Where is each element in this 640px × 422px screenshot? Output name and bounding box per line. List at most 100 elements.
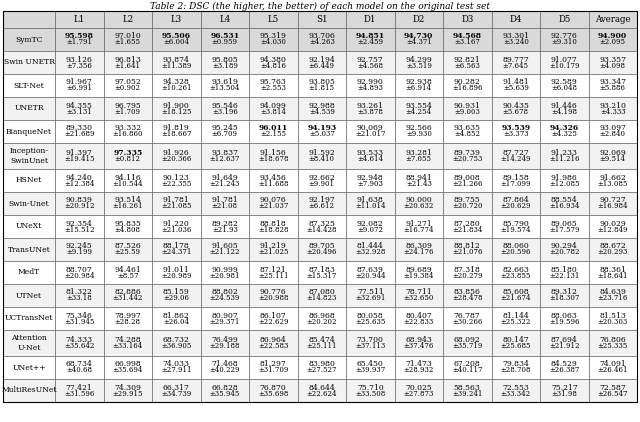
Text: ±20.596: ±20.596	[500, 249, 531, 257]
Text: 88.707: 88.707	[66, 265, 93, 273]
Text: ±4.539: ±4.539	[309, 108, 335, 116]
Bar	[540, 169, 589, 192]
Text: Attention
U-Net: Attention U-Net	[11, 334, 47, 352]
Bar	[540, 51, 589, 74]
Bar	[298, 215, 346, 238]
Text: ±14.428: ±14.428	[307, 225, 337, 233]
Text: 95.319: 95.319	[260, 32, 287, 41]
Bar	[55, 11, 104, 28]
Text: 91.481: 91.481	[502, 78, 529, 87]
Text: ±28.708: ±28.708	[500, 366, 531, 374]
Text: 93.514: 93.514	[115, 197, 141, 205]
Text: 74.333: 74.333	[66, 336, 93, 344]
Text: ±14.823: ±14.823	[307, 295, 337, 303]
Text: 91.781: 91.781	[211, 197, 238, 205]
Text: ±22.131: ±22.131	[549, 271, 579, 279]
Bar	[200, 120, 249, 143]
Text: ±4.263: ±4.263	[309, 38, 335, 46]
Text: ±3.373: ±3.373	[503, 130, 529, 138]
Text: 93.097: 93.097	[599, 124, 626, 133]
Text: 95.546: 95.546	[211, 102, 238, 109]
Bar	[298, 356, 346, 379]
Text: ±8.57: ±8.57	[117, 271, 138, 279]
Text: ±1.791: ±1.791	[67, 38, 92, 46]
Bar	[589, 356, 637, 379]
Text: ±20.303: ±20.303	[598, 317, 628, 325]
Text: 88.178: 88.178	[163, 243, 189, 251]
Text: ±23.716: ±23.716	[598, 295, 628, 303]
Bar	[200, 74, 249, 97]
Bar	[104, 330, 152, 356]
Text: 75.217: 75.217	[551, 384, 578, 392]
Text: ±25.111: ±25.111	[307, 342, 337, 350]
Text: 85.474: 85.474	[308, 336, 335, 344]
Text: ±25.322: ±25.322	[500, 317, 531, 325]
Text: ±31.98: ±31.98	[551, 390, 577, 398]
Text: 92.757: 92.757	[357, 56, 383, 63]
Text: ±3.519: ±3.519	[406, 62, 432, 70]
Bar	[589, 215, 637, 238]
Text: 74.091: 74.091	[600, 360, 626, 368]
Text: ±22.624: ±22.624	[307, 390, 337, 398]
Bar	[443, 169, 492, 192]
Text: TransUNet: TransUNet	[8, 246, 51, 254]
Text: UNETR: UNETR	[14, 105, 44, 113]
Bar	[200, 51, 249, 74]
Text: ±20.989: ±20.989	[161, 271, 191, 279]
Text: 81.513: 81.513	[599, 311, 626, 319]
Bar	[540, 192, 589, 215]
Text: 89.008: 89.008	[454, 173, 481, 181]
Text: ±1.641: ±1.641	[115, 62, 141, 70]
Bar	[3, 74, 55, 97]
Text: 58.563: 58.563	[454, 384, 481, 392]
Text: 74.309: 74.309	[115, 384, 141, 392]
Text: 68.092: 68.092	[454, 336, 481, 344]
Text: ±22.583: ±22.583	[258, 342, 289, 350]
Text: 68.732: 68.732	[163, 336, 189, 344]
Text: ±16.860: ±16.860	[113, 130, 143, 138]
Bar	[55, 192, 104, 215]
Text: 94.568: 94.568	[452, 32, 482, 41]
Text: 92.354: 92.354	[66, 219, 93, 227]
Text: ±21.689: ±21.689	[64, 130, 95, 138]
Bar	[152, 169, 200, 192]
Text: 65.450: 65.450	[357, 360, 383, 368]
Text: ±20.944: ±20.944	[355, 271, 385, 279]
Bar	[394, 307, 443, 330]
Text: ±13.085: ±13.085	[598, 179, 628, 187]
Text: 87.639: 87.639	[357, 265, 384, 273]
Text: ±20.912: ±20.912	[64, 203, 95, 211]
Text: MultiResUNet: MultiResUNet	[1, 387, 57, 395]
Bar	[152, 120, 200, 143]
Bar	[249, 284, 298, 307]
Bar	[152, 284, 200, 307]
Text: 93.261: 93.261	[357, 102, 384, 109]
Text: ±19.596: ±19.596	[549, 317, 579, 325]
Bar	[346, 97, 394, 120]
Text: 72.587: 72.587	[600, 384, 626, 392]
Bar	[298, 51, 346, 74]
Text: 93.533: 93.533	[356, 149, 384, 157]
Text: ±9.072: ±9.072	[357, 225, 383, 233]
Text: D3: D3	[461, 15, 474, 24]
Text: 94.380: 94.380	[260, 56, 287, 63]
Text: 91.900: 91.900	[163, 102, 189, 109]
Bar	[249, 143, 298, 169]
Bar	[200, 11, 249, 28]
Text: ±18.641: ±18.641	[598, 271, 628, 279]
Text: 97.335: 97.335	[113, 149, 142, 157]
Bar	[443, 307, 492, 330]
Text: ±20.293: ±20.293	[598, 249, 628, 257]
Text: 92.821: 92.821	[454, 56, 481, 63]
Text: ±4.098: ±4.098	[600, 62, 626, 70]
Text: ±29.915: ±29.915	[113, 390, 143, 398]
Bar	[492, 215, 540, 238]
Text: ±6.709: ±6.709	[212, 130, 237, 138]
Bar	[443, 284, 492, 307]
Bar	[3, 11, 55, 28]
Bar	[200, 307, 249, 330]
Bar	[298, 261, 346, 284]
Text: 91.662: 91.662	[600, 173, 626, 181]
Bar	[249, 215, 298, 238]
Text: 89.705: 89.705	[308, 243, 335, 251]
